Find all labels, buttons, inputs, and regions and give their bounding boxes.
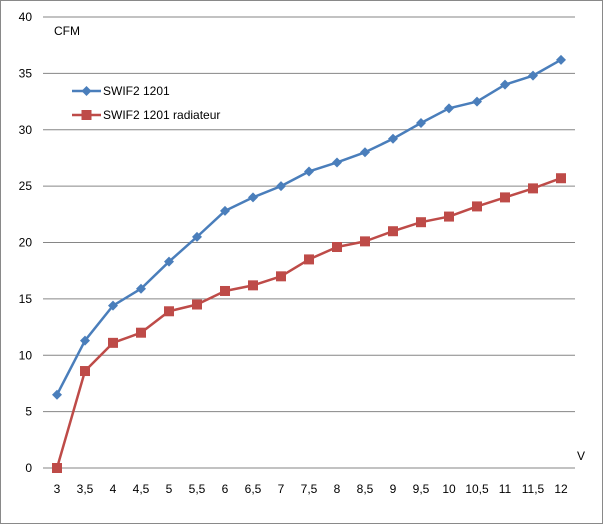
data-point — [444, 103, 454, 114]
legend-item: SWIF2 1201 — [72, 84, 170, 98]
data-point — [52, 389, 62, 400]
data-point — [388, 226, 398, 237]
x-tick-label: 4,5 — [133, 482, 150, 496]
legend-label: SWIF2 1201 radiateur — [103, 108, 220, 122]
x-tick-label: 10,5 — [465, 482, 489, 496]
data-point — [416, 117, 426, 128]
data-point — [444, 211, 454, 222]
data-point — [192, 231, 202, 242]
x-tick-label: 10 — [442, 482, 456, 496]
data-point — [220, 285, 230, 296]
x-tick-label: 11,5 — [522, 482, 545, 496]
series-1 — [52, 54, 566, 400]
x-tick-label: 9,5 — [413, 482, 430, 496]
x-tick-label: 7 — [278, 482, 285, 496]
series-2 — [52, 173, 566, 473]
legend-item: SWIF2 1201 radiateur — [72, 108, 220, 122]
y-tick-label: 25 — [19, 179, 33, 193]
data-point — [52, 463, 62, 473]
data-point — [276, 181, 286, 192]
data-point — [220, 205, 230, 216]
data-point — [332, 157, 342, 168]
x-tick-label: 8 — [334, 482, 341, 496]
data-point — [388, 133, 398, 144]
data-point — [556, 54, 566, 65]
data-point — [304, 254, 314, 265]
x-tick-label: 4 — [110, 482, 117, 496]
data-point — [108, 300, 118, 311]
x-axis-ticks: 3 3,5 4 4,5 5 5,5 6 6,5 7 7,5 8 8,5 9 9,5 10 10,5 11 11,5… — [54, 482, 568, 496]
series-group — [52, 54, 566, 473]
x-tick-label: 9 — [390, 482, 397, 496]
y-tick-label: 5 — [25, 405, 32, 419]
x-tick-label: 6,5 — [245, 482, 262, 496]
data-point — [500, 192, 510, 203]
data-point — [472, 201, 482, 212]
x-tick-label: 11 — [499, 482, 512, 496]
x-tick-label: 5,5 — [189, 482, 206, 496]
x-tick-label: 6 — [222, 482, 229, 496]
data-point — [500, 79, 510, 90]
x-tick-label: 8,5 — [357, 482, 374, 496]
y-tick-label: 10 — [19, 348, 33, 362]
x-tick-label: 5 — [166, 482, 173, 496]
x-tick-label: 7,5 — [301, 482, 318, 496]
data-point — [136, 327, 146, 338]
y-tick-label: 20 — [19, 236, 33, 250]
x-tick-label: 3,5 — [77, 482, 94, 496]
data-point — [164, 256, 174, 267]
y-axis-ticks: 0 5 10 15 20 25 30 35 40 — [19, 10, 33, 475]
data-point — [556, 173, 566, 184]
data-point — [192, 299, 202, 310]
data-point — [136, 283, 146, 294]
data-point — [332, 242, 342, 253]
data-point — [164, 306, 174, 317]
data-point — [248, 192, 258, 203]
y-tick-label: 15 — [19, 292, 33, 306]
y-axis-label: CFM — [54, 24, 80, 38]
data-point — [528, 70, 538, 81]
data-point — [360, 236, 370, 247]
data-point — [528, 183, 538, 194]
y-tick-label: 30 — [19, 123, 33, 137]
x-axis-label: V — [577, 449, 585, 463]
x-tick-label: 12 — [554, 482, 568, 496]
y-tick-label: 0 — [25, 461, 32, 475]
data-point — [80, 335, 90, 346]
legend-marker — [81, 110, 92, 120]
y-tick-label: 35 — [19, 66, 33, 80]
legend-marker — [81, 86, 92, 96]
x-tick-label: 3 — [54, 482, 61, 496]
data-point — [304, 166, 314, 177]
legend-label: SWIF2 1201 — [103, 84, 170, 98]
data-point — [360, 147, 370, 158]
data-point — [416, 217, 426, 228]
data-point — [276, 271, 286, 282]
data-point — [108, 337, 118, 348]
data-point — [248, 280, 258, 291]
legend: SWIF2 1201 SWIF2 1201 radiateur — [72, 84, 220, 122]
data-point — [472, 96, 482, 107]
series-line — [55, 177, 562, 469]
y-tick-label: 40 — [19, 10, 33, 24]
data-point — [80, 366, 90, 377]
gridlines — [43, 16, 575, 413]
